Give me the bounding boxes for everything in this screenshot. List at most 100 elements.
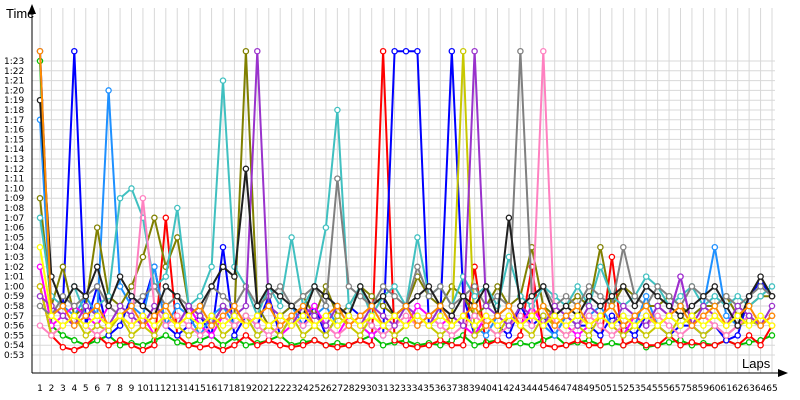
data-point: [437, 283, 444, 290]
y-tick-label: 1:15: [4, 135, 24, 145]
data-point: [288, 343, 295, 351]
data-point: [288, 302, 295, 310]
data-point: [665, 312, 673, 320]
data-point: [242, 341, 250, 349]
data-point: [745, 312, 753, 320]
y-tick-label: 1:04: [4, 243, 24, 253]
data-point: [482, 312, 490, 320]
data-point: [608, 292, 616, 300]
data-point: [757, 273, 764, 280]
data-point: [242, 322, 250, 329]
data-point: [334, 322, 341, 329]
data-point: [517, 322, 524, 329]
data-point: [734, 322, 741, 329]
data-point: [36, 243, 44, 251]
data-point: [231, 302, 238, 310]
data-point: [471, 302, 478, 310]
x-tick-label: 2: [49, 384, 55, 394]
data-point: [299, 322, 307, 329]
data-point: [471, 322, 478, 329]
y-tick-label: 1:23: [4, 57, 24, 67]
data-point: [540, 312, 547, 320]
x-tick-label: 32: [389, 384, 400, 394]
data-point: [288, 312, 295, 320]
data-point: [437, 322, 444, 329]
data-point: [642, 283, 650, 290]
data-point: [116, 322, 124, 329]
data-point: [562, 292, 570, 300]
data-point: [631, 312, 639, 320]
data-point: [448, 341, 456, 349]
data-point: [242, 165, 250, 173]
data-point: [128, 185, 135, 192]
data-point: [36, 263, 44, 271]
data-point: [448, 47, 456, 55]
data-point: [116, 337, 124, 344]
y-tick-label: 1:14: [4, 145, 24, 155]
data-point: [711, 283, 719, 290]
data-point: [700, 332, 707, 339]
data-point: [631, 322, 639, 329]
data-point: [379, 302, 387, 310]
data-point: [174, 292, 181, 300]
y-tick-label: 0:53: [4, 351, 24, 361]
x-tick-label: 20: [252, 384, 264, 394]
data-point: [288, 322, 295, 329]
x-axis-title: Laps: [742, 356, 771, 371]
data-point: [345, 322, 353, 329]
data-point: [745, 292, 753, 300]
data-point: [654, 292, 661, 300]
data-point: [357, 283, 364, 290]
data-point: [105, 302, 112, 310]
x-tick-label: 6: [94, 384, 100, 394]
data-point: [631, 302, 639, 310]
data-point: [402, 302, 410, 310]
data-point: [151, 312, 158, 320]
data-point: [734, 341, 741, 349]
y-tick-labels: 0:530:540:550:560:570:580:591:001:011:02…: [4, 57, 24, 361]
x-tick-label: 63: [743, 384, 754, 394]
data-point: [642, 322, 650, 329]
data-point: [642, 292, 650, 300]
data-point: [745, 322, 753, 329]
data-point: [448, 332, 456, 339]
data-point: [36, 283, 44, 290]
data-point: [48, 312, 55, 320]
x-tick-label: 19: [240, 384, 252, 394]
data-point: [768, 302, 776, 310]
y-tick-label: 1:13: [4, 155, 24, 165]
x-tick-label: 8: [117, 384, 123, 394]
data-point: [757, 322, 764, 329]
x-tick-label: 35: [423, 384, 434, 394]
data-point: [139, 322, 147, 329]
data-point: [82, 292, 90, 300]
data-point: [642, 332, 650, 339]
data-point: [311, 337, 318, 344]
x-tick-label: 46: [549, 384, 561, 394]
data-point: [528, 332, 536, 339]
data-point: [688, 283, 696, 290]
y-tick-label: 1:00: [4, 282, 24, 292]
y-tick-label: 0:59: [4, 292, 24, 302]
data-point: [437, 332, 444, 339]
data-point: [288, 234, 295, 241]
data-point: [82, 341, 90, 349]
data-point: [219, 346, 227, 354]
data-point: [208, 312, 215, 320]
x-tick-label: 10: [137, 384, 149, 394]
x-tick-label: 13: [172, 384, 183, 394]
data-point: [597, 341, 604, 349]
data-point: [608, 312, 616, 320]
data-point: [299, 292, 307, 300]
data-point: [711, 312, 719, 320]
data-point: [517, 339, 524, 347]
x-tick-label: 49: [583, 384, 595, 394]
y-tick-label: 1:07: [4, 214, 24, 224]
data-point: [505, 312, 513, 320]
x-tick-label: 21: [263, 384, 274, 394]
x-tick-label: 1: [37, 384, 43, 394]
data-point: [528, 341, 536, 349]
data-point: [414, 302, 421, 310]
data-point: [265, 332, 273, 339]
data-point: [151, 302, 158, 310]
